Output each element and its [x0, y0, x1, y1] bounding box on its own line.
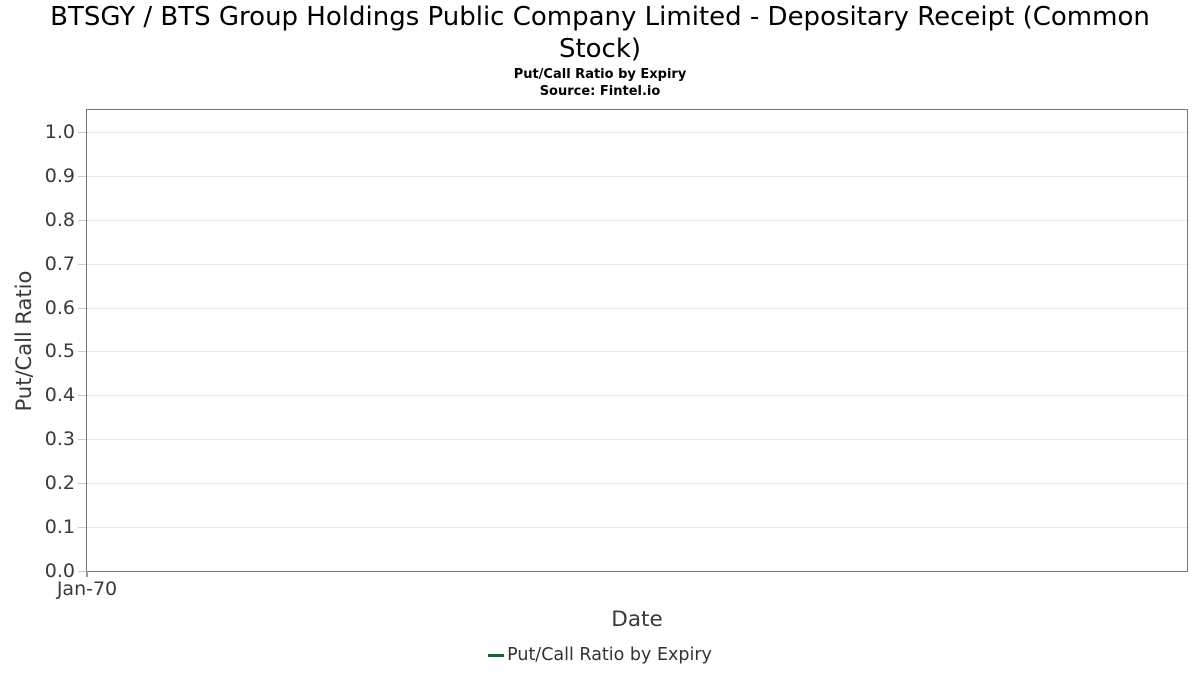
y-axis-tick	[78, 307, 86, 309]
gridline	[87, 175, 1187, 177]
y-tick-label: 0.3	[44, 428, 75, 451]
y-tick-label: 0.1	[44, 516, 75, 539]
y-axis-tick	[78, 263, 86, 265]
y-tick-label: 1.0	[44, 120, 75, 143]
gridline	[87, 439, 1187, 441]
y-axis-tick	[78, 219, 86, 221]
gridline	[87, 219, 1187, 221]
y-tick-label: 0.7	[44, 252, 75, 275]
x-axis-title: Date	[611, 607, 663, 632]
legend: Put/Call Ratio by Expiry	[0, 645, 1200, 665]
gridline	[87, 483, 1187, 485]
legend-line-marker-icon	[488, 654, 505, 657]
y-tick-label: 0.2	[44, 472, 75, 495]
gridline	[87, 307, 1187, 309]
y-tick-label: 0.0	[44, 560, 75, 582]
y-tick-label: 0.6	[44, 296, 75, 319]
plot-area: 0.0 0.1 0.2 0.3 0.4 0.5 0.6 0.7 0.8 0.9 1.0 Jan-70	[45, 109, 1188, 600]
y-axis-tick	[78, 395, 86, 397]
y-axis-tick	[78, 175, 86, 177]
y-tick-label: 0.5	[44, 340, 75, 363]
chart-title-text: BTSGY / BTS Group Holdings Public Compan…	[50, 2, 1150, 64]
y-axis-tick	[78, 131, 86, 133]
y-axis-tick	[78, 351, 86, 353]
legend-label: Put/Call Ratio by Expiry	[507, 645, 712, 665]
gridline	[87, 351, 1187, 353]
x-axis-tick	[86, 571, 88, 577]
chart-title: BTSGY / BTS Group Holdings Public Compan…	[0, 2, 1200, 65]
gridline	[87, 131, 1187, 133]
legend-item[interactable]: Put/Call Ratio by Expiry	[488, 645, 712, 665]
y-tick-label: 0.8	[44, 208, 75, 231]
gridline	[87, 263, 1187, 265]
gridline	[87, 395, 1187, 397]
chart-source-label: Source: Fintel.io	[539, 84, 661, 99]
y-axis-tick	[78, 439, 86, 441]
y-axis-tick	[78, 527, 86, 529]
y-axis-tick	[78, 483, 86, 485]
y-axis-tick	[78, 571, 86, 572]
chart-subtitle: Put/Call Ratio by Expiry	[513, 67, 687, 82]
y-tick-label: 0.4	[44, 384, 75, 407]
x-tick-label: Jan-70	[56, 578, 118, 600]
gridline	[87, 527, 1187, 529]
y-tick-label: 0.9	[44, 164, 75, 187]
